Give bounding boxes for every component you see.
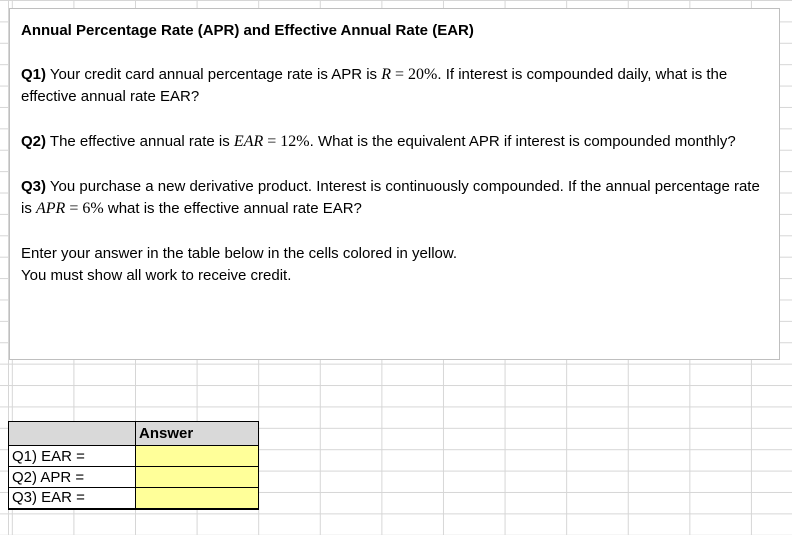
answer-table-header-answer-cell: Answer: [135, 421, 259, 446]
question-3-math-variable: APR: [36, 200, 66, 217]
question-1-text: Your credit card annual percentage rate …: [46, 66, 382, 83]
answer-row-label-q3: Q3) EAR =: [8, 487, 136, 510]
question-2-text-end: . What is the equivalent APR if interest…: [309, 133, 736, 150]
question-2-math-value: = 12%: [263, 133, 310, 150]
question-2-text: The effective annual rate is: [46, 133, 234, 150]
question-1-math-variable: R: [381, 66, 391, 83]
question-3-math-value: = 6%: [65, 200, 104, 217]
answer-table-header-row: Answer: [8, 421, 259, 446]
question-1-label: Q1): [21, 66, 47, 83]
question-2: Q2) The effective annual rate is EAR = 1…: [21, 131, 768, 153]
answer-row-label-q1: Q1) EAR =: [8, 445, 136, 467]
answer-instructions-line-2: You must show all work to receive credit…: [21, 267, 292, 284]
question-2-label: Q2): [21, 133, 47, 150]
answer-cell-q2-apr[interactable]: [135, 466, 259, 488]
question-3-text-end: what is the effective annual rate EAR?: [103, 200, 362, 217]
question-3: Q3) You purchase a new derivative produc…: [21, 176, 768, 220]
instructions-textbox: Annual Percentage Rate (APR) and Effecti…: [9, 8, 780, 360]
question-1-math-value: = 20%: [391, 66, 438, 83]
table-row: Q2) APR =: [8, 466, 259, 488]
question-1: Q1) Your credit card annual percentage r…: [21, 64, 768, 108]
answer-table-header-blank-cell: [8, 421, 136, 446]
page-title: Annual Percentage Rate (APR) and Effecti…: [21, 22, 474, 39]
question-1-text-end: . If interest is compounded daily, what …: [21, 66, 728, 105]
question-3-text: You purchase a new derivative product. I…: [21, 178, 760, 217]
answer-instructions-line-1: Enter your answer in the table below in …: [21, 245, 458, 262]
table-row: Q1) EAR =: [8, 445, 259, 467]
answer-table: Answer Q1) EAR = Q2) APR = Q3) EAR =: [8, 421, 259, 510]
answer-cell-q1-ear[interactable]: [135, 445, 259, 467]
answer-cell-q3-ear[interactable]: [135, 487, 259, 510]
table-row: Q3) EAR =: [8, 487, 259, 510]
answer-instructions: Enter your answer in the table below in …: [21, 243, 768, 287]
answer-row-label-q2: Q2) APR =: [8, 466, 136, 488]
question-2-math-variable: EAR: [233, 133, 264, 150]
question-3-label: Q3): [21, 178, 47, 195]
